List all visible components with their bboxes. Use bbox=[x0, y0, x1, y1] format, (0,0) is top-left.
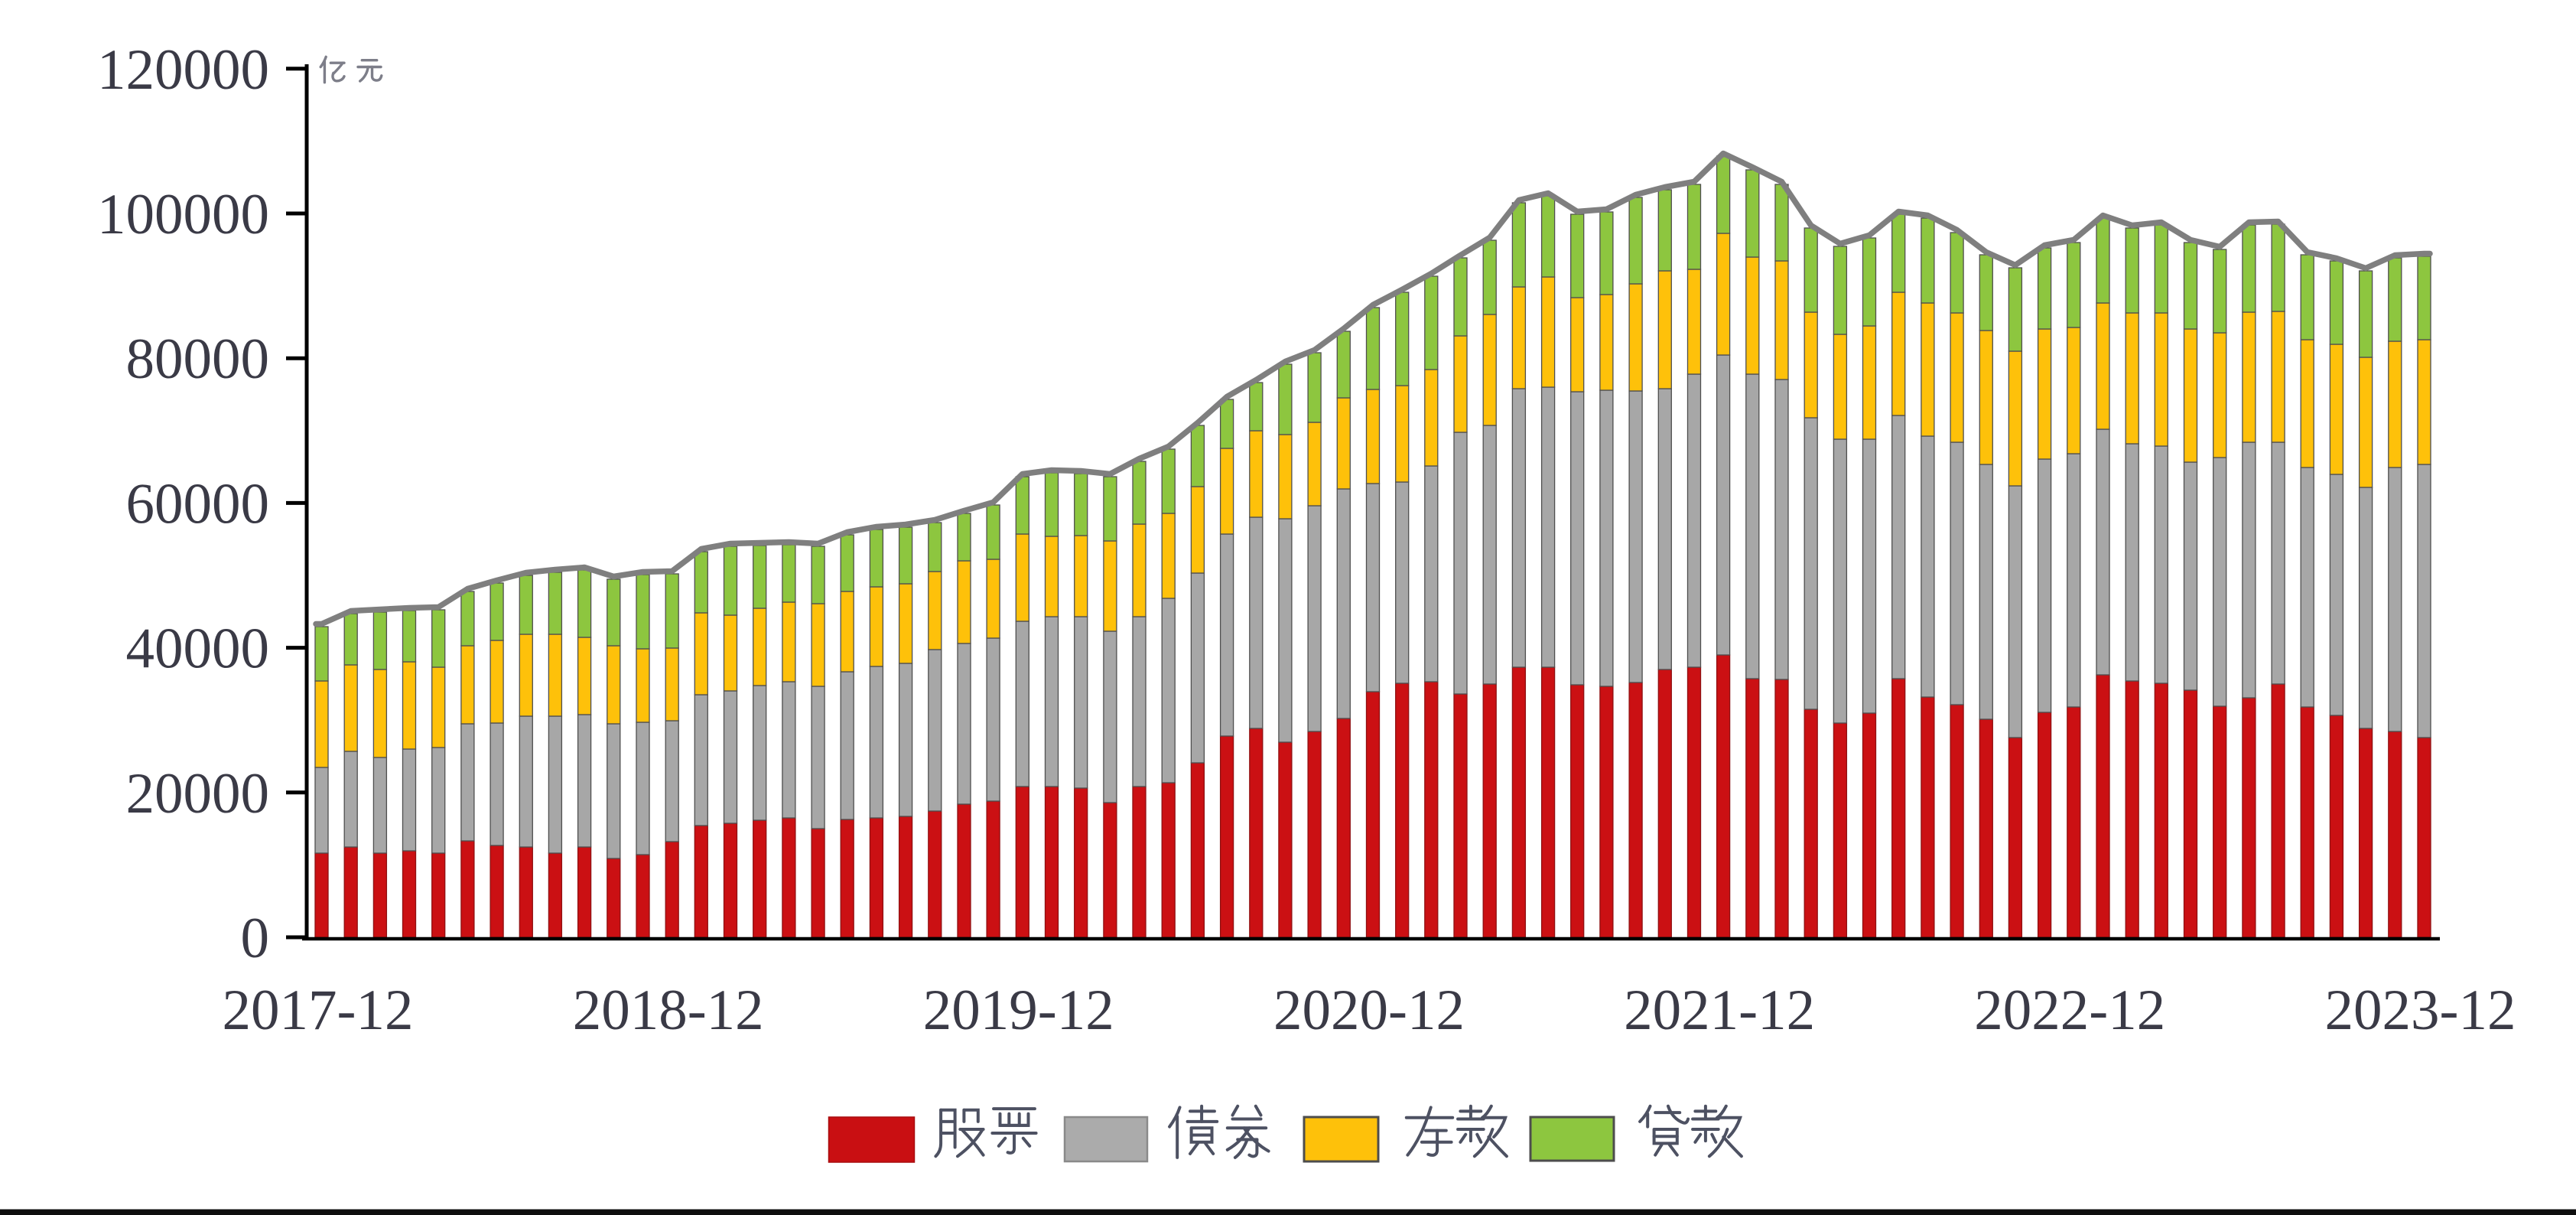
svg-text:100000: 100000 bbox=[97, 183, 269, 246]
svg-text:2021-12: 2021-12 bbox=[1624, 979, 1815, 1042]
svg-text:40000: 40000 bbox=[126, 617, 270, 681]
svg-text:120000: 120000 bbox=[97, 38, 269, 102]
svg-text:2019-12: 2019-12 bbox=[923, 979, 1114, 1042]
svg-text:20000: 20000 bbox=[126, 762, 270, 826]
svg-text:80000: 80000 bbox=[126, 327, 270, 391]
svg-text:2017-12: 2017-12 bbox=[223, 979, 414, 1042]
svg-text:0: 0 bbox=[241, 907, 270, 970]
svg-text:2023-12: 2023-12 bbox=[2325, 979, 2516, 1042]
svg-text:60000: 60000 bbox=[126, 472, 270, 536]
svg-text:2018-12: 2018-12 bbox=[573, 979, 764, 1042]
svg-text:2022-12: 2022-12 bbox=[1974, 979, 2165, 1042]
svg-text:2020-12: 2020-12 bbox=[1273, 979, 1465, 1042]
